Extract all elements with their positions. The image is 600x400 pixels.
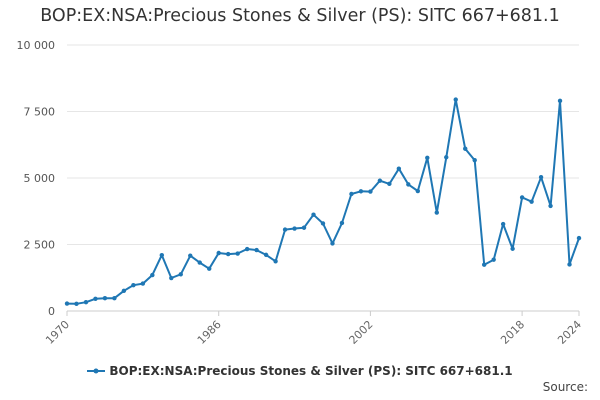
data-point[interactable] [159, 252, 165, 258]
legend-series-label: BOP:EX:NSA:Precious Stones & Silver (PS)… [109, 364, 513, 378]
axes: 0 2 500 5 000 7 500 10 000 1970 1986 2002 2018 20… [17, 39, 585, 347]
data-point[interactable] [178, 272, 183, 277]
data-point[interactable] [93, 296, 98, 301]
series-line [66, 98, 580, 305]
data-point[interactable] [311, 212, 316, 217]
data-point[interactable] [121, 288, 127, 293]
data-point[interactable] [292, 226, 297, 231]
data-point[interactable] [330, 241, 335, 246]
y-tick-label: 7 500 [24, 106, 56, 119]
data-point[interactable] [349, 191, 354, 197]
data-point[interactable] [557, 98, 563, 104]
data-point[interactable] [567, 262, 572, 267]
data-point[interactable] [197, 260, 202, 265]
data-point[interactable] [140, 281, 146, 286]
x-tick-label: 2002 [347, 318, 376, 347]
data-point[interactable] [102, 296, 108, 301]
y-tick-label: 5 000 [24, 172, 56, 185]
data-point[interactable] [339, 220, 345, 226]
series-layer [64, 97, 582, 307]
y-tick-label: 2 500 [24, 239, 56, 252]
chart-title: BOP:EX:NSA:Precious Stones & Silver (PS)… [40, 6, 560, 26]
x-tick-label: 1970 [43, 318, 72, 347]
data-point[interactable] [282, 227, 288, 232]
data-point[interactable] [225, 251, 231, 257]
data-point[interactable] [444, 155, 449, 160]
data-point[interactable] [244, 246, 250, 252]
gridlines [67, 44, 579, 312]
x-tick-label: 2018 [498, 318, 527, 347]
data-point[interactable] [500, 221, 506, 227]
data-point[interactable] [538, 175, 544, 180]
x-tick-label: 1986 [195, 318, 224, 347]
data-point[interactable] [188, 253, 193, 258]
data-point[interactable] [519, 195, 525, 200]
data-point[interactable] [263, 252, 269, 258]
x-tick-label: 2024 [555, 318, 584, 347]
data-point[interactable] [273, 259, 278, 264]
data-point[interactable] [301, 225, 307, 230]
data-point[interactable] [216, 250, 221, 256]
source-label: Source: [542, 380, 588, 394]
legend[interactable]: BOP:EX:NSA:Precious Stones & Silver (PS)… [0, 364, 600, 378]
data-point[interactable] [434, 210, 439, 215]
data-point[interactable] [529, 199, 534, 204]
data-point[interactable] [368, 189, 373, 194]
data-point[interactable] [387, 181, 392, 187]
data-point[interactable] [235, 251, 240, 256]
data-point[interactable] [131, 282, 136, 288]
data-point[interactable] [481, 262, 487, 267]
data-point[interactable] [112, 296, 117, 301]
legend-series-swatch [87, 368, 106, 374]
data-point[interactable] [74, 301, 79, 307]
data-point[interactable] [377, 178, 383, 183]
data-point[interactable] [83, 300, 89, 305]
data-point[interactable] [358, 189, 364, 194]
data-point[interactable] [453, 97, 458, 102]
data-point[interactable] [510, 246, 515, 251]
data-point[interactable] [415, 188, 421, 194]
data-point[interactable] [425, 155, 430, 160]
y-tick-label: 10 000 [17, 39, 56, 52]
data-point[interactable] [463, 146, 468, 151]
data-point[interactable] [169, 275, 174, 281]
data-point[interactable] [207, 266, 212, 271]
data-point[interactable] [320, 221, 326, 226]
data-point[interactable] [150, 272, 155, 278]
data-point[interactable] [64, 301, 70, 306]
data-point[interactable] [396, 166, 402, 171]
data-point[interactable] [491, 257, 496, 262]
data-point[interactable] [576, 235, 582, 241]
y-tick-label: 0 [48, 305, 55, 318]
data-point[interactable] [254, 247, 259, 253]
data-point[interactable] [472, 157, 477, 163]
data-point[interactable] [548, 203, 553, 209]
data-point[interactable] [406, 182, 411, 187]
